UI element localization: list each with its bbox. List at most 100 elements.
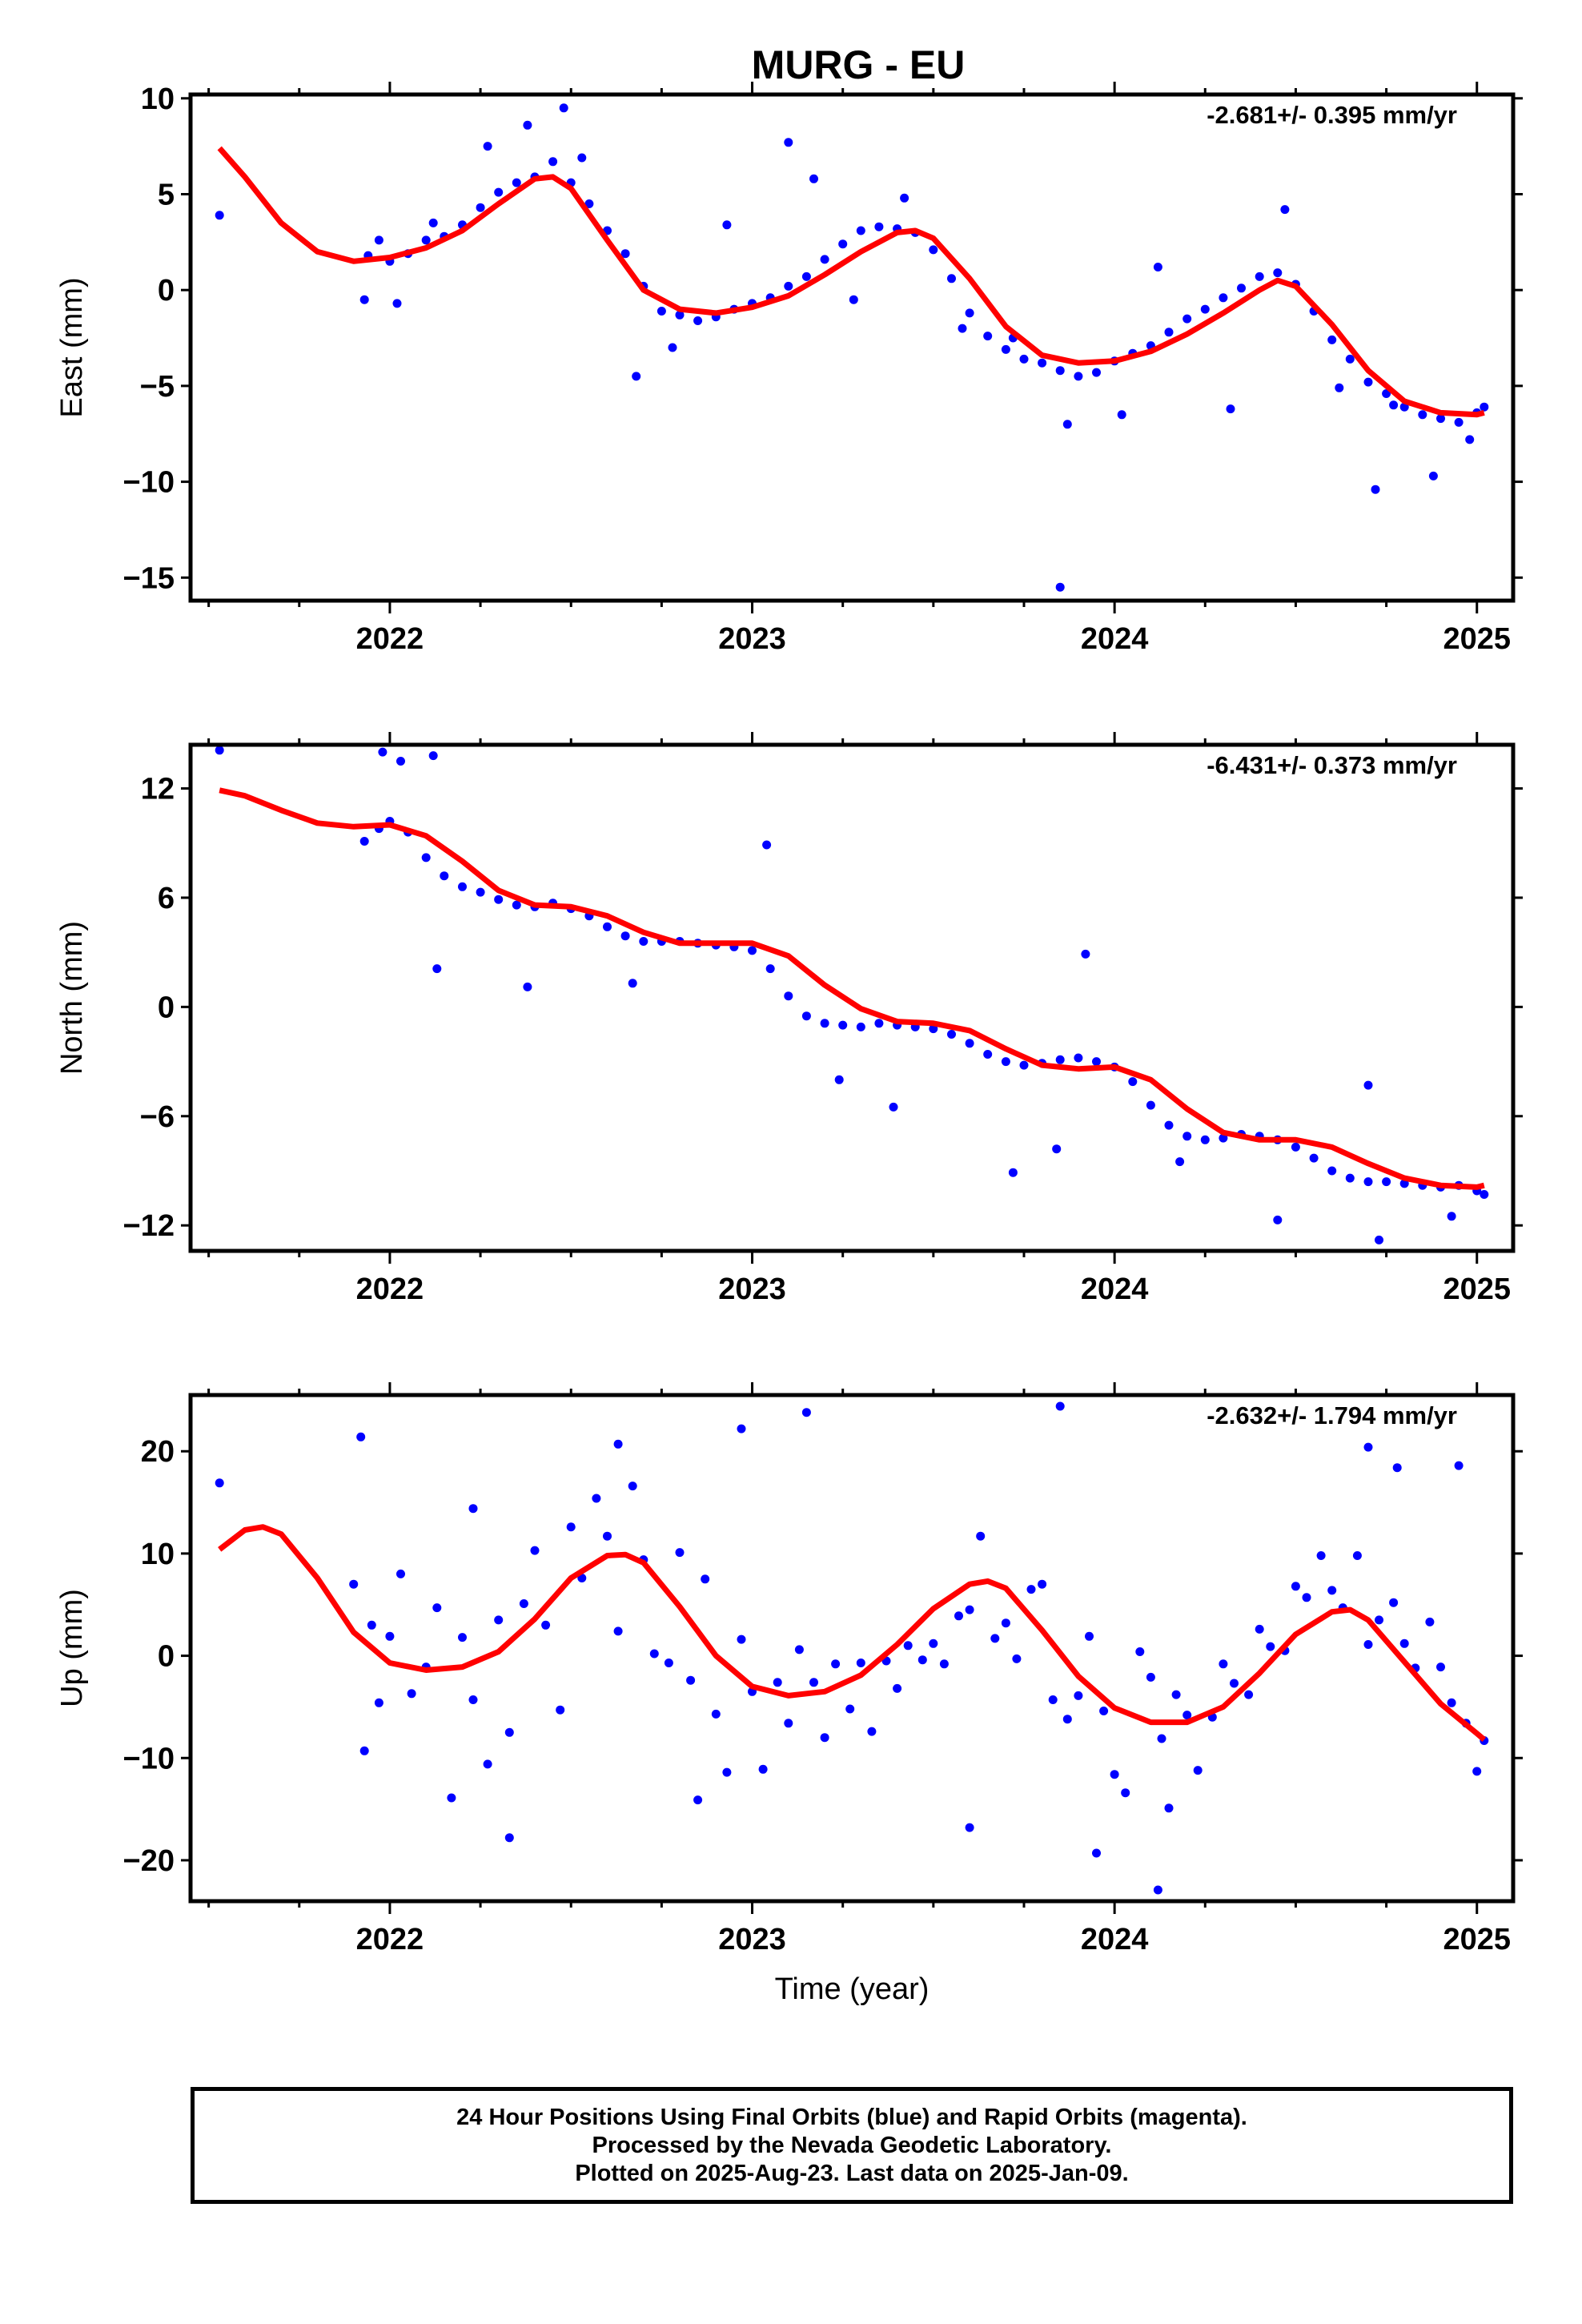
up-point [1436, 1663, 1445, 1671]
east-y-tick-label: 10 [141, 82, 175, 116]
up-point [567, 1522, 576, 1531]
east-x-tick-label: 2023 [718, 622, 786, 656]
up-point [773, 1678, 782, 1687]
east-point [1346, 355, 1355, 364]
north-point [1310, 1154, 1319, 1163]
north-point [1480, 1190, 1488, 1199]
footer-note: 24 Hour Positions Using Final Orbits (bl… [191, 2087, 1513, 2204]
up-point [966, 1606, 974, 1614]
east-point [1219, 293, 1227, 302]
east-point [215, 211, 224, 219]
up-point [976, 1532, 985, 1541]
east-frame [191, 94, 1513, 601]
north-point [494, 895, 503, 904]
north-point [1081, 950, 1090, 959]
up-point [1172, 1691, 1181, 1699]
north-point [1382, 1177, 1391, 1186]
up-point [1447, 1699, 1456, 1707]
east-x-tick-label: 2025 [1443, 622, 1511, 656]
up-point [385, 1632, 394, 1641]
up-point [1158, 1735, 1166, 1743]
up-frame [191, 1395, 1513, 1901]
up-point [505, 1728, 514, 1737]
north-point [1002, 1057, 1010, 1066]
up-point [1266, 1642, 1275, 1651]
east-y-tick-label: −15 [123, 561, 175, 595]
east-point [838, 239, 847, 248]
east-point [966, 308, 974, 317]
up-point [1364, 1640, 1373, 1649]
north-marks [215, 746, 1489, 1244]
north-point [762, 841, 771, 850]
up-point [531, 1546, 540, 1555]
north-point [1364, 1177, 1373, 1186]
north-point [422, 853, 431, 862]
up-point [737, 1635, 746, 1644]
up-point [1027, 1585, 1036, 1594]
footer-line-1: 24 Hour Positions Using Final Orbits (bl… [456, 2104, 1247, 2132]
north-point [784, 991, 793, 1000]
up-point [918, 1655, 927, 1664]
north-point [1165, 1121, 1174, 1130]
east-y-axis-label: East (mm) [55, 277, 89, 417]
up-point [215, 1478, 224, 1487]
up-point [494, 1615, 503, 1624]
east-marks [215, 103, 1489, 591]
north-point [857, 1023, 865, 1031]
east-rate-label: -2.681+/- 0.395 mm/yr [1207, 101, 1457, 129]
north-point [476, 888, 485, 897]
north-point [1273, 1216, 1282, 1224]
up-point [1375, 1615, 1383, 1624]
footer-line-3: Plotted on 2025-Aug-23. Last data on 202… [575, 2160, 1128, 2188]
up-point [650, 1650, 659, 1659]
east-point [784, 282, 793, 291]
up-point [1038, 1580, 1046, 1589]
up-point [1317, 1551, 1326, 1560]
up-point [1146, 1673, 1155, 1682]
east-point [1237, 283, 1246, 292]
east-point [360, 296, 369, 304]
north-point [1056, 1055, 1065, 1064]
up-point [628, 1482, 637, 1490]
east-point [1165, 328, 1174, 336]
north-point [639, 937, 648, 946]
up-point [1074, 1691, 1082, 1700]
up-point [603, 1532, 612, 1541]
east-point [577, 154, 586, 163]
north-point [983, 1050, 992, 1059]
up-point [1425, 1618, 1434, 1626]
up-x-tick-label: 2024 [1081, 1923, 1149, 1956]
up-point [408, 1689, 416, 1698]
up-point [375, 1699, 383, 1707]
up-y-tick-label: 20 [141, 1435, 175, 1469]
up-y-tick-label: 10 [141, 1538, 175, 1571]
east-point [809, 175, 818, 183]
up-point [447, 1794, 456, 1803]
north-point [1346, 1174, 1355, 1183]
east-point [1280, 205, 1289, 214]
up-point [1194, 1766, 1203, 1775]
east-point [1273, 268, 1282, 277]
up-point [1092, 1849, 1101, 1858]
up-point [1327, 1586, 1336, 1594]
east-ticks: 2022 2023 2024 2025 10 5 0 −5 −10 −15 [123, 82, 1523, 656]
east-point [1154, 263, 1162, 271]
up-point [469, 1695, 478, 1704]
east-point [874, 223, 883, 231]
up-point [432, 1603, 441, 1612]
north-point [947, 1030, 956, 1039]
up-point [784, 1719, 793, 1727]
north-point [1327, 1167, 1336, 1176]
east-point [1118, 410, 1126, 419]
north-point [748, 946, 757, 955]
north-point [396, 757, 405, 766]
up-point [929, 1639, 938, 1648]
north-point [874, 1019, 883, 1027]
up-point [940, 1659, 949, 1668]
east-point [548, 157, 557, 166]
up-point [1364, 1443, 1373, 1452]
up-point [809, 1678, 818, 1687]
up-point [614, 1440, 623, 1449]
up-point [737, 1425, 746, 1433]
up-point [1110, 1770, 1119, 1779]
